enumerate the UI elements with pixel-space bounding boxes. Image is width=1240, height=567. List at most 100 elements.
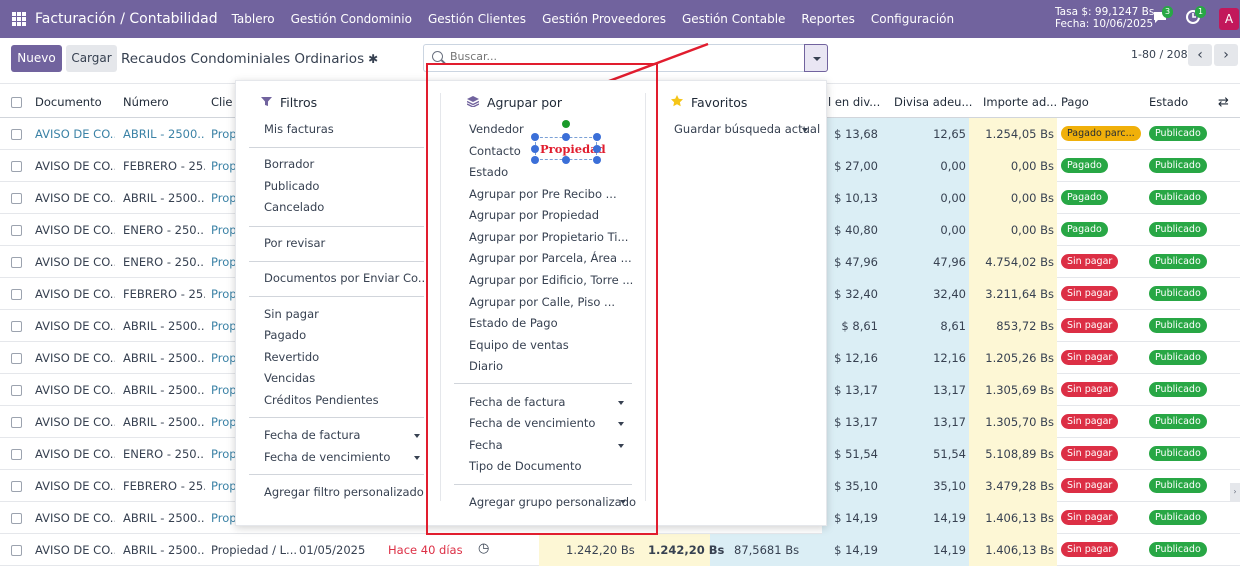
cell-cliente[interactable]: Prop [211, 255, 237, 269]
table-row[interactable]: AVISO DE CO... ABRIL - 2500... Prop $ 10,13… [0, 182, 1240, 214]
cell-numero[interactable]: ABRIL - 2500... [123, 543, 205, 557]
column-importe-adeudado[interactable]: Importe ad... [983, 95, 1058, 109]
row-checkbox[interactable] [11, 353, 22, 364]
filter-borrador[interactable]: Borrador [264, 157, 315, 171]
cell-documento[interactable]: AVISO DE CO... [35, 415, 115, 429]
cell-documento[interactable]: AVISO DE CO... [35, 351, 115, 365]
groupby-fecha-vencimiento[interactable]: Fecha de vencimiento [469, 416, 596, 430]
column-cliente[interactable]: Clie [211, 95, 233, 109]
add-custom-group[interactable]: Agregar grupo personalizado [469, 495, 637, 509]
cell-numero[interactable]: ABRIL - 2500... [123, 351, 205, 365]
cell-documento[interactable]: AVISO DE CO... [35, 319, 115, 333]
cell-documento[interactable]: AVISO DE CO... [35, 255, 115, 269]
table-row[interactable]: AVISO DE CO... ABRIL - 2500... Prop $ 14,19… [0, 502, 1240, 534]
groupby-calle[interactable]: Agrupar por Calle, Piso ... [469, 295, 616, 309]
cell-numero[interactable]: FEBRERO - 25... [123, 159, 205, 173]
chevron-down-icon[interactable] [618, 444, 624, 448]
pager-prev-button[interactable]: ‹ [1188, 44, 1212, 66]
activity-clock-icon[interactable]: 1 [1185, 6, 1207, 27]
app-title[interactable]: Facturación / Contabilidad [35, 11, 218, 27]
cell-cliente[interactable]: Prop [211, 415, 237, 429]
gear-icon[interactable]: ✱ [368, 52, 379, 66]
cell-documento[interactable]: AVISO DE CO... [35, 479, 115, 493]
chevron-down-icon[interactable] [618, 401, 624, 405]
groupby-propiedad[interactable]: Agrupar por Propiedad [469, 208, 600, 222]
row-checkbox[interactable] [11, 385, 22, 396]
menu-item-tablero[interactable]: Tablero [231, 12, 275, 26]
cell-numero[interactable]: FEBRERO - 25... [123, 287, 205, 301]
menu-item-gestion-clientes[interactable]: Gestión Clientes [427, 12, 527, 26]
row-checkbox[interactable] [11, 321, 22, 332]
resize-handle[interactable] [531, 156, 539, 164]
search-input[interactable] [450, 50, 790, 63]
cell-numero[interactable]: ABRIL - 2500... [123, 319, 205, 333]
chevron-down-icon[interactable] [620, 500, 626, 504]
filter-fecha-vencimiento[interactable]: Fecha de vencimiento [264, 450, 391, 464]
rotate-handle[interactable] [562, 120, 570, 128]
resize-handle[interactable] [593, 145, 601, 153]
filter-vencidas[interactable]: Vencidas [264, 371, 316, 385]
cell-documento[interactable]: AVISO DE CO... [35, 383, 115, 397]
cell-documento[interactable]: AVISO DE CO... [35, 191, 115, 205]
apps-menu-icon[interactable] [12, 12, 26, 26]
groupby-edificio[interactable]: Agrupar por Edificio, Torre ... [469, 273, 634, 287]
cell-documento[interactable]: AVISO DE CO... [35, 223, 115, 237]
resize-handle[interactable] [562, 156, 570, 164]
resize-handle[interactable] [562, 133, 570, 141]
cell-documento[interactable]: AVISO DE CO... [35, 511, 115, 525]
cell-cliente[interactable]: Prop [211, 223, 237, 237]
cell-numero[interactable]: ENERO - 250... [123, 255, 205, 269]
save-current-search[interactable]: Guardar búsqueda actual [674, 122, 821, 136]
table-row[interactable]: AVISO DE CO... FEBRERO - 25... Prop $ 27,00… [0, 150, 1240, 182]
select-all-checkbox[interactable] [11, 97, 22, 108]
row-checkbox[interactable] [11, 481, 22, 492]
groupby-pre-recibo[interactable]: Agrupar por Pre Recibo ... [469, 187, 617, 201]
filter-documentos-por-enviar[interactable]: Documentos por Enviar Co... [264, 271, 429, 285]
table-row[interactable]: AVISO DE CO... ENERO - 250... Prop $ 40,80 0… [0, 214, 1240, 246]
cell-cliente[interactable]: Prop [211, 191, 237, 205]
row-checkbox[interactable] [11, 513, 22, 524]
resize-handle[interactable] [593, 156, 601, 164]
cell-numero[interactable]: ABRIL - 2500... [123, 415, 205, 429]
menu-item-gestion-proveedores[interactable]: Gestión Proveedores [542, 12, 666, 26]
cell-numero[interactable]: ENERO - 250... [123, 223, 205, 237]
row-checkbox[interactable] [11, 449, 22, 460]
groupby-vendedor[interactable]: Vendedor [469, 122, 524, 136]
groupby-estado[interactable]: Estado [469, 165, 509, 179]
filter-creditos-pendientes[interactable]: Créditos Pendientes [264, 393, 379, 407]
table-row[interactable]: AVISO DE CO... ABRIL - 2500... Prop $ 8,61 8… [0, 310, 1240, 342]
cell-numero[interactable]: ABRIL - 2500... [123, 127, 205, 141]
menu-item-configuracion[interactable]: Configuración [870, 12, 955, 26]
groupby-parcela[interactable]: Agrupar por Parcela, Área ... [469, 251, 632, 265]
side-panel-toggle[interactable]: › [1230, 483, 1240, 501]
menu-item-reportes[interactable]: Reportes [801, 12, 855, 26]
table-row[interactable]: AVISO DE CO... ENERO - 250... Prop $ 51,54 5… [0, 438, 1240, 470]
chevron-down-icon[interactable] [618, 422, 624, 426]
search-options-toggle[interactable] [804, 44, 828, 72]
resize-handle[interactable] [593, 133, 601, 141]
cell-numero[interactable]: FEBRERO - 25... [123, 479, 205, 493]
cell-numero[interactable]: ENERO - 250... [123, 447, 205, 461]
cell-cliente[interactable]: Prop [211, 319, 237, 333]
filter-mis-facturas[interactable]: Mis facturas [264, 122, 334, 136]
chevron-down-icon[interactable] [802, 128, 808, 132]
row-checkbox[interactable] [11, 545, 22, 556]
column-numero[interactable]: Número [123, 95, 169, 109]
cell-cliente[interactable]: Prop [211, 383, 237, 397]
column-divisa-adeudada[interactable]: Divisa adeu... [894, 95, 973, 109]
groupby-equipo-ventas[interactable]: Equipo de ventas [469, 338, 569, 352]
groupby-estado-pago[interactable]: Estado de Pago [469, 316, 558, 330]
row-checkbox[interactable] [11, 289, 22, 300]
cell-documento[interactable]: AVISO DE CO... [35, 543, 115, 557]
cell-cliente[interactable]: Prop [211, 351, 237, 365]
filter-revertido[interactable]: Revertido [264, 350, 320, 364]
menu-item-gestion-condominio[interactable]: Gestión Condominio [290, 12, 412, 26]
cell-cliente[interactable]: Prop [211, 127, 237, 141]
row-checkbox[interactable] [11, 193, 22, 204]
load-button[interactable]: Cargar [66, 45, 117, 72]
groupby-tipo-documento[interactable]: Tipo de Documento [469, 459, 582, 473]
resize-handle[interactable] [531, 145, 539, 153]
row-checkbox[interactable] [11, 225, 22, 236]
filter-cancelado[interactable]: Cancelado [264, 200, 325, 214]
groupby-fecha-factura[interactable]: Fecha de factura [469, 395, 566, 409]
